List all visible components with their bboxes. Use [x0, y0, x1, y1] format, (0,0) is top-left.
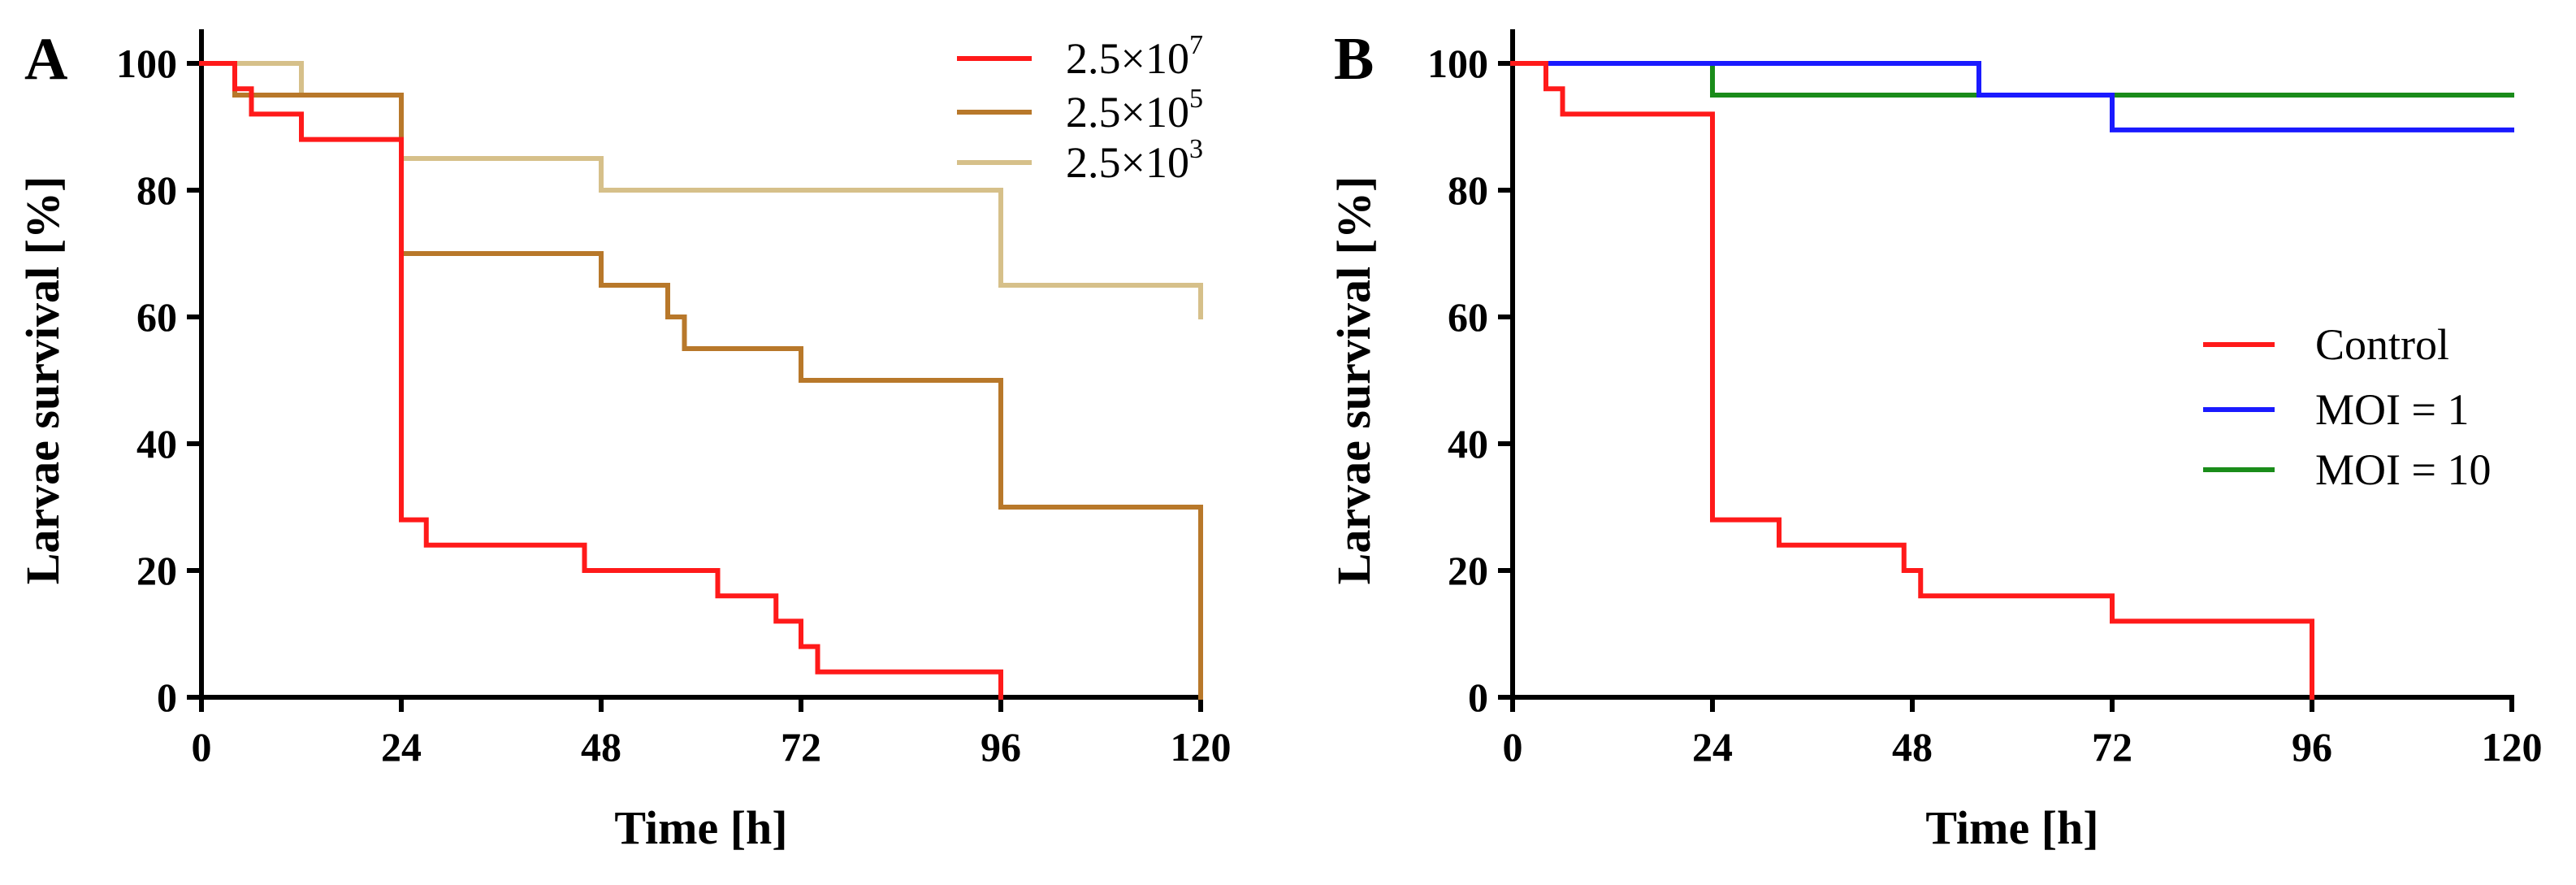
y-tick-label: 0 [1468, 675, 1488, 720]
x-tick-label: 120 [2482, 724, 2543, 770]
y-tick-label: 100 [1427, 41, 1488, 86]
panel-letter: B [1334, 26, 1374, 93]
y-tick-label: 80 [136, 167, 177, 213]
x-tick-label: 96 [981, 724, 1021, 770]
series-line-2 [1510, 61, 2514, 132]
x-tick-label: 48 [1892, 724, 1933, 770]
legend-label: 2.5×103 [1066, 134, 1203, 187]
panel-letter: A [24, 26, 67, 93]
y-tick-label: 0 [157, 675, 177, 720]
y-tick-label: 40 [136, 421, 177, 466]
series-line-1 [1510, 61, 2314, 700]
x-tick-label: 24 [381, 724, 422, 770]
x-tick-label: 0 [1503, 724, 1523, 770]
x-axis-label: Time [h] [614, 801, 787, 854]
y-tick-label: 20 [1448, 548, 1488, 593]
y-tick-label: 40 [1448, 421, 1488, 466]
x-axis-label: Time [h] [1925, 801, 2098, 854]
series-line-3 [199, 61, 1203, 319]
series-line-2 [199, 61, 1203, 700]
x-tick-label: 48 [581, 724, 621, 770]
x-tick-label: 72 [781, 724, 821, 770]
panel-a: A 0 24 48 72 96 120 0 20 40 60 80 100 Time [h] Larvae … [16, 26, 1232, 854]
panel-b: B 0 24 48 72 96 120 0 20 40 60 80 100 Time [h] Larvae … [1327, 26, 2543, 854]
y-tick-label: 20 [136, 548, 177, 593]
x-tick-label: 0 [192, 724, 212, 770]
x-tick-label: 96 [2292, 724, 2332, 770]
series-line-3 [1510, 61, 2514, 98]
y-tick-label: 100 [116, 41, 177, 86]
legend-label: MOI = 10 [2315, 445, 2491, 494]
y-axis-label: Larvae survival [%] [16, 176, 69, 585]
legend-label: MOI = 1 [2315, 385, 2469, 434]
x-tick-label: 120 [1171, 724, 1232, 770]
y-tick-label: 60 [136, 294, 177, 340]
y-tick-label: 60 [1448, 294, 1488, 340]
legend-label: 2.5×105 [1066, 84, 1203, 137]
y-axis-label: Larvae survival [%] [1327, 176, 1380, 585]
x-tick-label: 72 [2092, 724, 2132, 770]
legend-label: 2.5×107 [1066, 30, 1203, 83]
series-line-1 [199, 61, 1003, 700]
legend-label: Control [2315, 320, 2449, 369]
y-tick-label: 80 [1448, 167, 1488, 213]
x-tick-label: 24 [1692, 724, 1733, 770]
